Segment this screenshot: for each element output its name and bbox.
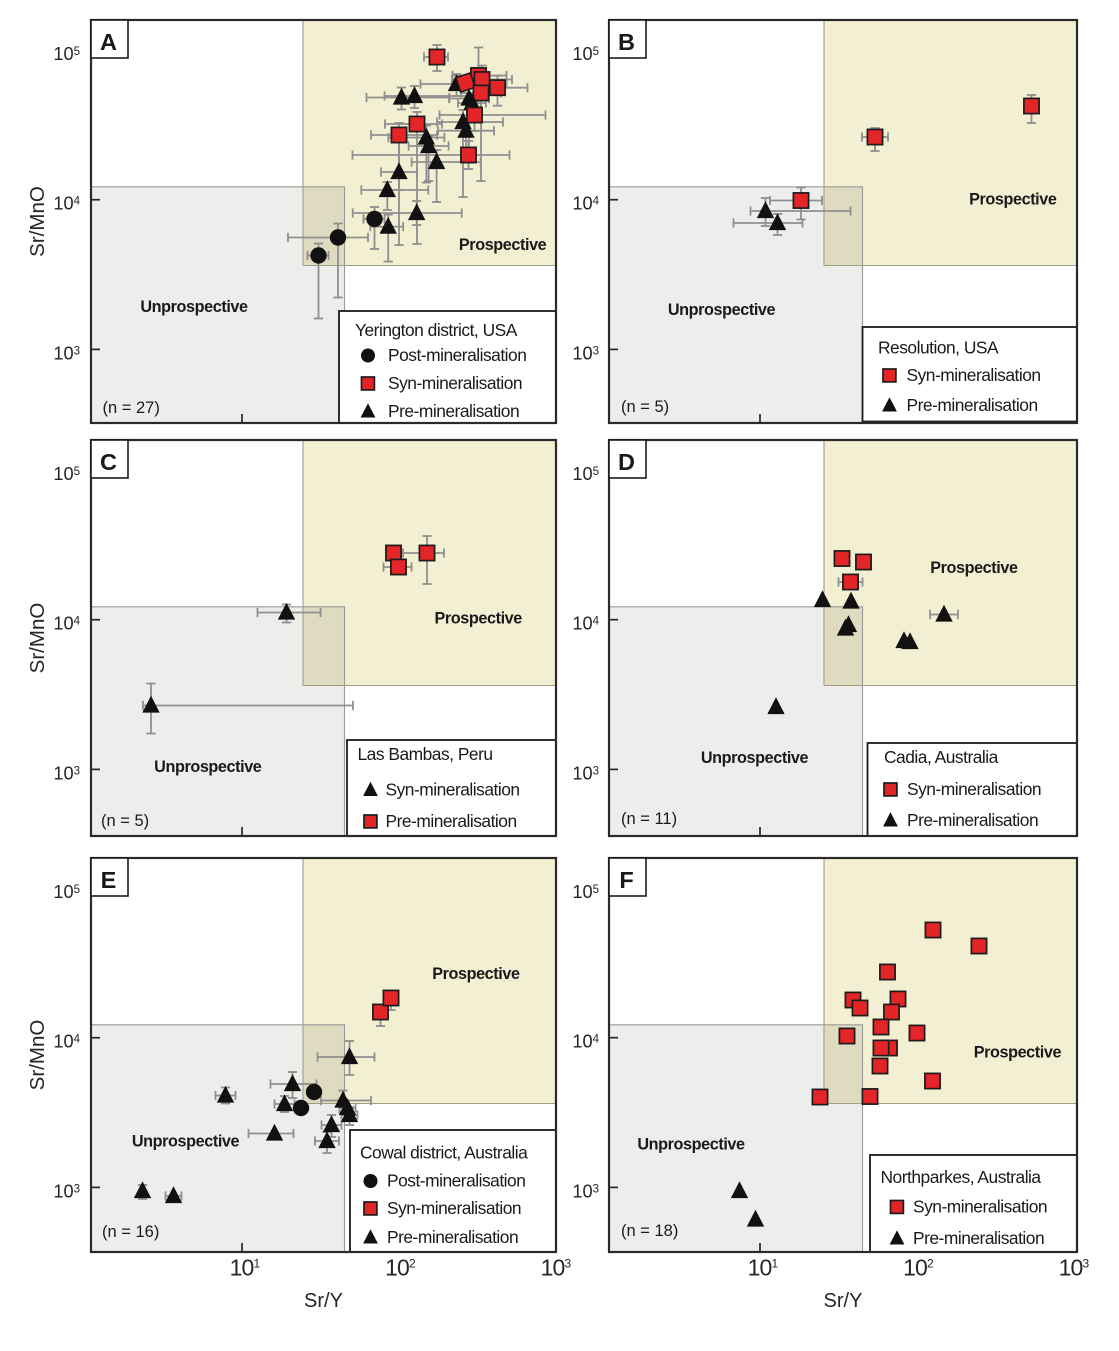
svg-text:Syn-mineralisation: Syn-mineralisation <box>387 1198 521 1218</box>
svg-text:Pre-mineralisation: Pre-mineralisation <box>907 810 1038 830</box>
svg-text:103: 103 <box>53 1181 80 1201</box>
svg-text:103: 103 <box>53 763 80 783</box>
svg-text:103: 103 <box>572 763 599 783</box>
svg-text:C: C <box>100 449 117 475</box>
svg-text:Unprospective: Unprospective <box>668 301 776 319</box>
svg-text:Sr/MnO: Sr/MnO <box>26 1020 49 1091</box>
svg-text:Unprospective: Unprospective <box>140 298 248 316</box>
svg-text:105: 105 <box>572 464 599 484</box>
svg-text:Prospective: Prospective <box>435 610 523 628</box>
svg-text:E: E <box>101 867 117 893</box>
svg-text:102: 102 <box>385 1255 416 1281</box>
svg-text:F: F <box>619 867 633 893</box>
svg-text:Sr/MnO: Sr/MnO <box>26 603 49 674</box>
svg-text:Unprospective: Unprospective <box>701 749 809 767</box>
svg-text:Unprospective: Unprospective <box>154 758 262 776</box>
svg-text:Pre-mineralisation: Pre-mineralisation <box>913 1228 1044 1248</box>
svg-text:Cowal district, Australia: Cowal district, Australia <box>360 1143 528 1163</box>
svg-text:(n = 5): (n = 5) <box>621 398 669 416</box>
svg-text:Post-mineralisation: Post-mineralisation <box>388 345 526 365</box>
svg-text:Sr/Y: Sr/Y <box>824 1290 863 1312</box>
svg-text:Unprospective: Unprospective <box>637 1136 745 1154</box>
svg-text:103: 103 <box>1059 1255 1090 1281</box>
svg-text:105: 105 <box>53 882 80 902</box>
svg-text:D: D <box>618 449 635 475</box>
svg-text:Northparkes, Australia: Northparkes, Australia <box>881 1167 1042 1187</box>
svg-text:Syn-mineralisation: Syn-mineralisation <box>913 1197 1047 1217</box>
svg-text:Pre-mineralisation: Pre-mineralisation <box>907 395 1038 415</box>
svg-text:A: A <box>100 29 117 55</box>
svg-text:Unprospective: Unprospective <box>132 1132 240 1150</box>
svg-text:Yerington district, USA: Yerington district, USA <box>355 320 518 340</box>
svg-text:(n = 27): (n = 27) <box>103 399 160 417</box>
svg-text:Sr/Y: Sr/Y <box>304 1290 343 1312</box>
svg-text:105: 105 <box>53 464 80 484</box>
svg-text:(n = 18): (n = 18) <box>621 1222 678 1240</box>
svg-text:Prospective: Prospective <box>969 191 1057 209</box>
svg-text:Prospective: Prospective <box>432 965 520 983</box>
svg-text:Syn-mineralisation: Syn-mineralisation <box>388 373 522 393</box>
svg-text:(n = 16): (n = 16) <box>102 1223 159 1241</box>
svg-text:103: 103 <box>572 1181 599 1201</box>
svg-text:105: 105 <box>53 44 80 64</box>
svg-text:Pre-mineralisation: Pre-mineralisation <box>386 811 517 831</box>
svg-text:Pre-mineralisation: Pre-mineralisation <box>388 401 519 421</box>
svg-text:(n = 11): (n = 11) <box>621 810 677 828</box>
svg-text:Prospective: Prospective <box>930 559 1018 577</box>
svg-text:Prospective: Prospective <box>974 1043 1062 1061</box>
svg-text:Cadia, Australia: Cadia, Australia <box>884 747 999 767</box>
svg-text:Post-mineralisation: Post-mineralisation <box>387 1171 525 1191</box>
svg-text:103: 103 <box>572 343 599 363</box>
svg-text:105: 105 <box>572 44 599 64</box>
svg-text:Syn-mineralisation: Syn-mineralisation <box>907 365 1041 385</box>
svg-text:Las Bambas, Peru: Las Bambas, Peru <box>358 744 493 764</box>
svg-text:B: B <box>618 29 635 55</box>
svg-text:103: 103 <box>53 343 80 363</box>
svg-text:Sr/MnO: Sr/MnO <box>26 186 49 257</box>
svg-text:Pre-mineralisation: Pre-mineralisation <box>387 1227 518 1247</box>
svg-text:Prospective: Prospective <box>459 236 547 254</box>
svg-text:105: 105 <box>572 882 599 902</box>
svg-text:Resolution, USA: Resolution, USA <box>878 338 999 358</box>
svg-text:Syn-mineralisation: Syn-mineralisation <box>386 780 520 800</box>
svg-text:Syn-mineralisation: Syn-mineralisation <box>907 779 1041 799</box>
svg-text:(n = 5): (n = 5) <box>101 812 149 830</box>
